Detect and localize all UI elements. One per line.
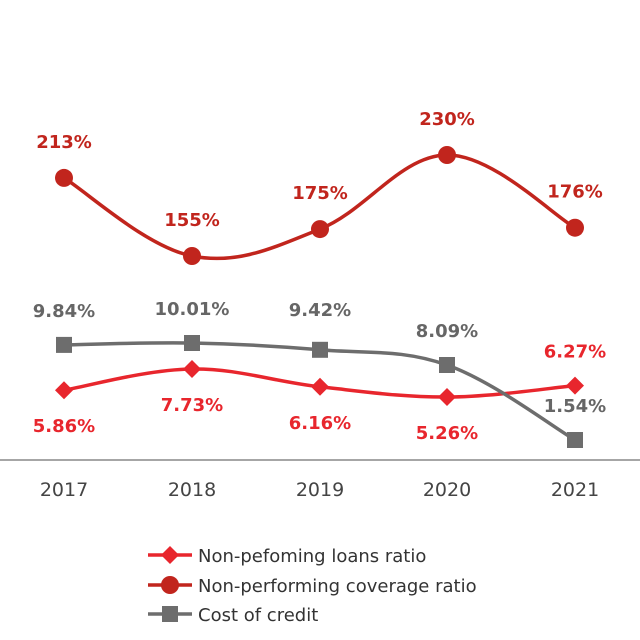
series-2 <box>55 146 584 265</box>
x-tick-label-2021: 2021 <box>551 479 599 501</box>
series-1-point-1 <box>55 381 73 400</box>
x-tick-label-2017: 2017 <box>40 479 88 501</box>
series-3-label-4: 8.09% <box>416 321 478 342</box>
x-tick-label-2019: 2019 <box>296 479 344 501</box>
series-2-line <box>62 153 577 261</box>
series-1 <box>55 360 584 406</box>
series-2-label-3: 175% <box>292 183 348 204</box>
series-2-label-2: 155% <box>164 210 220 231</box>
legend: Non-pefoming loans ratio Non-performing c… <box>148 546 477 626</box>
legend-label-1: Non-pefoming loans ratio <box>198 546 426 567</box>
series-3-label-1: 9.84% <box>33 301 95 322</box>
legend-marker-2 <box>161 576 179 594</box>
series-3-label-5: 1.54% <box>544 396 606 417</box>
series-1-label-3: 6.16% <box>289 413 351 434</box>
series-2-label-5: 176% <box>547 182 603 203</box>
series-3-point-1 <box>56 336 72 353</box>
series-3-label-2: 10.01% <box>155 299 230 320</box>
series-2-point-4 <box>438 146 456 164</box>
legend-label-3: Cost of credit <box>198 605 318 626</box>
series-2-point-2 <box>183 247 201 265</box>
series-2-point-3 <box>311 220 329 239</box>
x-tick-label-2018: 2018 <box>168 479 216 501</box>
series-1-point-4 <box>438 388 456 406</box>
legend-marker-3 <box>162 606 178 622</box>
series-1-point-2 <box>183 360 201 378</box>
series-3-point-4 <box>439 357 455 373</box>
series-3-point-5 <box>567 432 583 448</box>
series-2-point-1 <box>55 168 73 187</box>
series-1-label-4: 5.26% <box>416 423 478 444</box>
series-1-label-1: 5.86% <box>33 416 95 437</box>
series-1-point-5 <box>566 376 584 395</box>
legend-item-3: Cost of credit <box>148 605 318 626</box>
legend-item-2: Non-performing coverage ratio <box>148 576 477 597</box>
series-3-point-3 <box>312 341 328 358</box>
legend-label-2: Non-performing coverage ratio <box>198 576 477 597</box>
x-axis-ticks: 2017 2018 2019 2020 2021 <box>40 479 599 501</box>
series-1-label-5: 6.27% <box>544 342 606 363</box>
series-2-label-1: 213% <box>36 132 92 153</box>
series-1-point-3 <box>311 377 329 396</box>
series-1-label-2: 7.73% <box>161 395 223 416</box>
x-tick-label-2020: 2020 <box>423 479 471 501</box>
legend-item-1: Non-pefoming loans ratio <box>148 546 426 567</box>
series-2-label-4: 230% <box>419 109 475 130</box>
data-labels: 5.86% 7.73% 6.16% 5.26% 6.27% 213% 155% 175% 230… <box>33 109 606 444</box>
series-3-label-3: 9.42% <box>289 300 351 321</box>
series-3 <box>56 335 583 448</box>
series-layer <box>55 146 584 448</box>
legend-marker-1 <box>161 546 179 564</box>
series-3-point-2 <box>184 335 200 351</box>
series-2-point-5 <box>566 218 584 237</box>
